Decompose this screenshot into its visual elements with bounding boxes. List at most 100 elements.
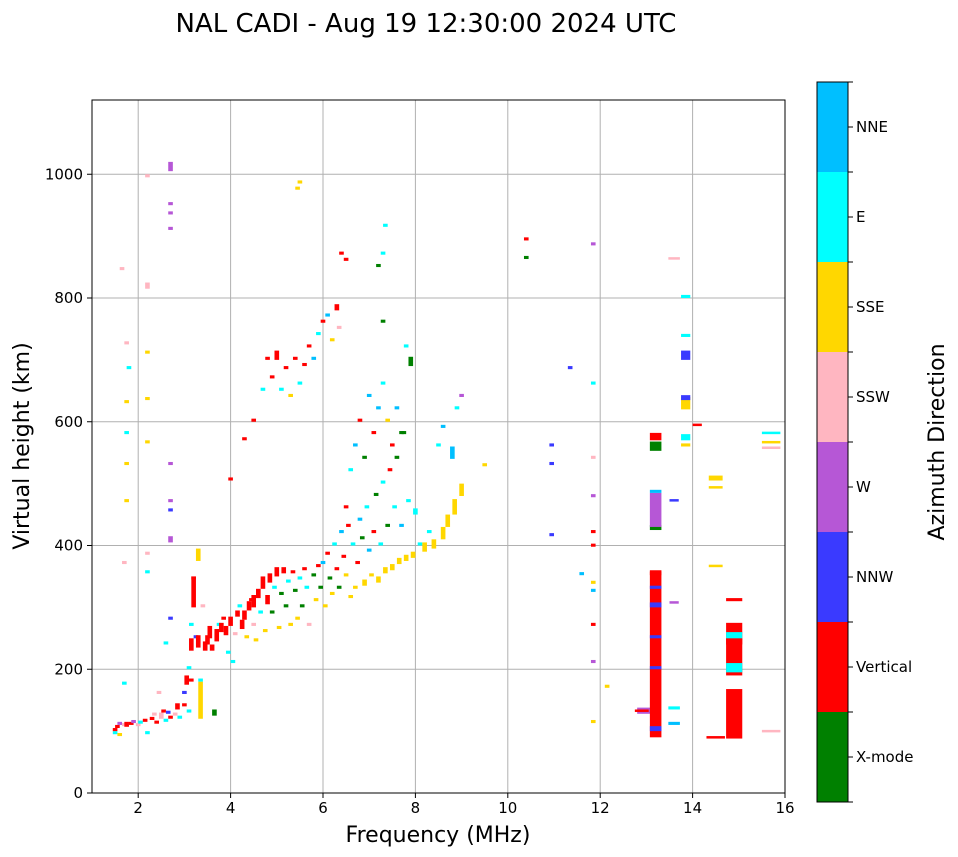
- data-point-vertical: [269, 375, 275, 379]
- data-point-ssw: [145, 551, 150, 555]
- data-point-e: [454, 406, 460, 410]
- data-point-sse: [708, 564, 723, 568]
- data-point-x-mode: [327, 576, 333, 580]
- data-point-ssw: [200, 604, 206, 608]
- data-point-e: [350, 542, 356, 546]
- data-point-e: [258, 610, 263, 614]
- data-point-e: [380, 251, 386, 255]
- data-point-vertical: [339, 251, 344, 255]
- data-point-vertical: [283, 366, 289, 370]
- data-point-e: [145, 731, 150, 735]
- data-point-sse: [145, 397, 150, 401]
- data-point-sse: [681, 443, 691, 447]
- data-point-x-mode: [362, 455, 367, 459]
- data-point-e: [403, 344, 409, 348]
- data-point-vertical: [189, 638, 194, 651]
- data-point-e: [426, 530, 432, 534]
- data-point-e: [286, 579, 291, 583]
- x-axis-label: Frequency (MHz): [346, 823, 531, 848]
- data-point-sse: [681, 397, 691, 410]
- x-tick-label: 6: [318, 799, 328, 817]
- data-point-ssw: [135, 723, 141, 727]
- data-point-w: [168, 499, 173, 503]
- data-point-sse: [198, 681, 203, 719]
- data-point-vertical: [149, 716, 155, 720]
- data-point-vertical: [184, 675, 190, 685]
- data-point-sse: [329, 591, 335, 595]
- data-point-e: [163, 718, 169, 722]
- data-point-vertical: [189, 678, 194, 682]
- data-point-vertical: [302, 567, 307, 571]
- data-point-e: [138, 720, 143, 724]
- data-point-nne: [579, 572, 585, 576]
- data-point-sse: [295, 616, 300, 620]
- data-point-sse: [383, 567, 388, 574]
- data-point-vertical: [209, 644, 215, 651]
- data-point-nnw: [649, 666, 662, 670]
- data-point-sse: [297, 180, 303, 184]
- colorbar-tick-label: SSW: [856, 388, 890, 406]
- data-point-ssw: [336, 325, 342, 329]
- data-point-e: [726, 632, 743, 639]
- data-point-x-mode: [359, 536, 365, 540]
- data-point-nne: [590, 588, 596, 592]
- data-point-e: [392, 505, 397, 509]
- y-tick-label: 800: [54, 289, 83, 307]
- chart-title: NAL CADI - Aug 19 12:30:00 2024 UTC: [176, 9, 677, 39]
- data-point-vertical: [320, 319, 326, 323]
- data-point-sse: [195, 548, 201, 561]
- data-point-sse: [145, 440, 150, 444]
- y-tick-label: 1000: [45, 165, 83, 183]
- data-point-vertical: [343, 505, 349, 509]
- data-point-vertical: [228, 616, 233, 626]
- data-point-e: [122, 681, 127, 685]
- data-point-vertical: [221, 616, 226, 620]
- data-point-vertical: [290, 570, 296, 574]
- plot-frame: [91, 99, 786, 794]
- data-point-e: [364, 505, 370, 509]
- data-point-ssw: [761, 446, 781, 449]
- data-point-sse: [604, 684, 610, 688]
- data-point-w: [168, 211, 173, 215]
- data-point-nnw: [168, 508, 173, 512]
- data-point-vertical: [706, 736, 725, 739]
- data-point-e: [761, 431, 781, 435]
- data-point-sse: [117, 732, 123, 737]
- data-point-vertical: [260, 576, 266, 589]
- data-point-nnw: [649, 602, 662, 608]
- data-point-nne: [325, 313, 330, 317]
- y-axis: 0 200 400 600 800 1000: [45, 165, 92, 802]
- data-point-vertical: [649, 432, 662, 441]
- data-point-vertical: [195, 635, 201, 648]
- x-tick-label: 16: [775, 799, 794, 817]
- data-point-vertical: [726, 598, 743, 602]
- data-point-ssw: [761, 729, 781, 733]
- data-point-w: [168, 226, 173, 230]
- data-point-sse: [410, 551, 416, 558]
- data-point-sse: [761, 440, 781, 444]
- data-point-ssw: [124, 341, 129, 345]
- data-point-e: [348, 468, 354, 472]
- data-point-e: [297, 576, 303, 580]
- colorbar-tick-label: SSE: [856, 298, 885, 316]
- x-tick-label: 10: [498, 799, 517, 817]
- data-point-e: [186, 709, 192, 713]
- data-point-sse: [590, 580, 596, 584]
- data-point-vertical: [325, 551, 330, 555]
- colorbar-tick-label: NNW: [856, 568, 893, 586]
- data-point-sse: [482, 463, 488, 467]
- data-point-vertical: [306, 344, 312, 348]
- data-point-w: [590, 659, 596, 664]
- data-point-x-mode: [394, 455, 400, 459]
- data-point-vertical: [265, 356, 270, 360]
- data-point-nne: [668, 721, 680, 725]
- data-point-nnw: [649, 726, 662, 732]
- data-point-nnw: [549, 443, 554, 447]
- data-point-sse: [276, 625, 282, 630]
- data-point-sse: [708, 486, 723, 489]
- data-point-nne: [394, 406, 400, 410]
- data-point-vertical: [202, 641, 208, 651]
- data-point-vertical: [274, 350, 280, 360]
- data-point-vertical: [223, 625, 229, 636]
- data-point-x-mode: [380, 319, 386, 323]
